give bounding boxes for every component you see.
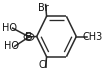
Text: B: B [25, 32, 33, 42]
Text: Br: Br [38, 3, 49, 13]
Text: CH3: CH3 [83, 32, 103, 42]
Text: HO: HO [2, 23, 17, 33]
Text: HO: HO [4, 41, 19, 51]
Text: Cl: Cl [38, 60, 48, 70]
